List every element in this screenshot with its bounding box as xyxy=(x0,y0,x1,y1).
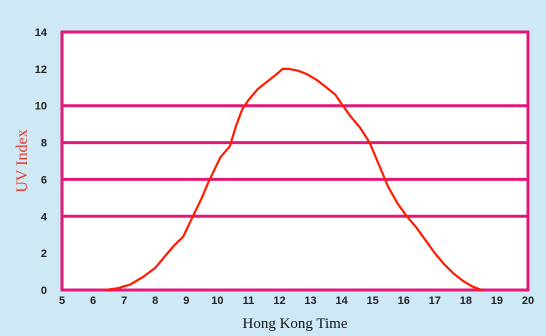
y-axis-title: UV Index xyxy=(14,129,31,192)
y-tick-label: 2 xyxy=(41,248,47,260)
x-tick-label: 11 xyxy=(243,295,255,307)
y-tick-label: 10 xyxy=(35,101,47,113)
y-tick-labels: 0 2 4 6 8 10 12 14 xyxy=(35,27,48,297)
uv-index-series-line xyxy=(104,67,483,292)
y-tick-label: 4 xyxy=(41,211,48,223)
x-axis-title: Hong Kong Time xyxy=(242,316,347,332)
x-tick-labels: 5 6 7 8 9 10 11 12 13 14 15 16 17 18 19 20 xyxy=(59,295,534,307)
x-tick-label: 5 xyxy=(59,295,65,307)
x-tick-label: 16 xyxy=(398,295,410,307)
x-tick-label: 7 xyxy=(121,295,127,307)
x-tick-label: 12 xyxy=(273,295,285,307)
x-tick-label: 20 xyxy=(522,295,534,307)
y-tick-label: 12 xyxy=(35,64,47,76)
x-tick-label: 9 xyxy=(183,295,189,307)
x-tick-label: 6 xyxy=(90,295,96,307)
reference-lines xyxy=(62,104,528,218)
plot-frame xyxy=(60,30,530,292)
x-tick-label: 8 xyxy=(152,295,158,307)
y-tick-label: 0 xyxy=(41,285,47,297)
y-tick-label: 8 xyxy=(41,138,47,150)
x-tick-label: 10 xyxy=(211,295,223,307)
x-tick-label: 14 xyxy=(335,295,348,307)
x-tick-label: 18 xyxy=(460,295,472,307)
x-tick-label: 15 xyxy=(367,295,379,307)
x-tick-label: 13 xyxy=(304,295,316,307)
y-tick-label: 6 xyxy=(41,174,47,186)
x-tick-label: 19 xyxy=(491,295,503,307)
y-tick-label: 14 xyxy=(35,27,48,39)
x-tick-label: 17 xyxy=(429,295,441,307)
plot-area xyxy=(62,32,528,290)
